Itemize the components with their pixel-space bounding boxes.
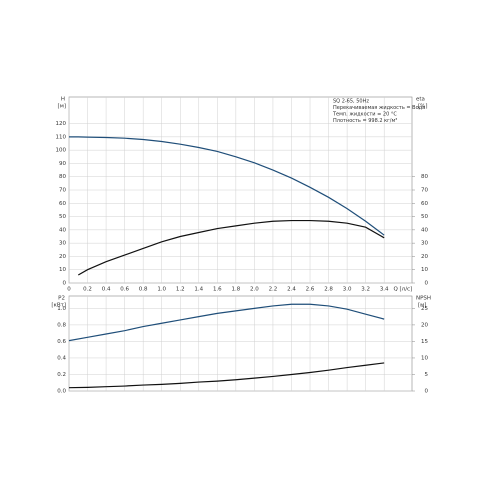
x-tick-label: 0.2 [83, 287, 92, 293]
y2-tick-label: 80 [421, 174, 428, 180]
annotation: Перекачиваемая жидкость = Вода [333, 105, 425, 111]
y2-tick-label: 10 [421, 267, 428, 273]
y2-tick-label: 30 [421, 241, 428, 247]
y-tick-label: 90 [59, 161, 66, 167]
y2-tick-label: 0 [425, 281, 429, 287]
y-tick-label: 0.2 [57, 372, 66, 378]
x-tick-label: 1.6 [213, 287, 222, 293]
y-tick-label: 50 [59, 214, 66, 220]
x-tick-label: 0.6 [120, 287, 129, 293]
y-tick-label: 40 [59, 227, 66, 233]
series-line [77, 219, 385, 276]
y-tick-label: 10 [59, 267, 66, 273]
y2-tick-label: 5 [425, 372, 429, 378]
y2-tick-label: 50 [421, 214, 428, 220]
x-tick-label: 2.2 [269, 287, 278, 293]
x-tick-label: 1.2 [176, 287, 185, 293]
y2-tick-label: 0 [425, 389, 429, 395]
y2-axis-unit: [м] [418, 303, 426, 309]
x-axis-label: Q [л/с] [393, 287, 412, 293]
y-axis-unit: [м] [58, 104, 66, 110]
y2-axis-label: NPSH [416, 296, 431, 302]
y-tick-label: 1.0 [57, 306, 66, 312]
y-tick-label: 0.4 [57, 355, 66, 361]
x-tick-label: 2.0 [250, 287, 259, 293]
y-tick-label: 120 [56, 121, 67, 127]
y2-tick-label: 70 [421, 188, 428, 194]
y2-tick-label: 15 [421, 339, 428, 345]
y-tick-label: 20 [59, 254, 66, 260]
series-line [69, 136, 385, 236]
annotation: Темп. жидкости = 20 °C [332, 112, 397, 118]
y2-tick-label: 20 [421, 322, 428, 328]
x-tick-label: 1.8 [231, 287, 240, 293]
y-axis-label: P2 [58, 296, 65, 302]
series-line [68, 362, 385, 389]
y-tick-label: 70 [59, 188, 66, 194]
y-axis-label: H [61, 97, 65, 103]
y-tick-label: 30 [59, 241, 66, 247]
annotation: SQ 2-65, 50Hz [333, 99, 369, 105]
x-tick-label: 3.2 [361, 287, 370, 293]
y-tick-label: 80 [59, 174, 66, 180]
x-tick-label: 3.4 [380, 287, 389, 293]
y-tick-label: 0.8 [57, 322, 66, 328]
y2-tick-label: 10 [421, 355, 428, 361]
series-line [68, 303, 385, 342]
y2-axis-unit: [%] [418, 104, 428, 110]
y2-tick-label: 25 [421, 306, 428, 312]
y2-tick-label: 40 [421, 227, 428, 233]
x-tick-label: 2.4 [287, 287, 296, 293]
y2-axis-label: eta [416, 97, 425, 103]
y-tick-label: 0.6 [57, 339, 66, 345]
y-tick-label: 0.0 [57, 389, 66, 395]
x-tick-label: 1.0 [157, 287, 166, 293]
x-tick-label: 1.4 [194, 287, 203, 293]
y-axis-unit: [кВт] [51, 303, 66, 309]
x-tick-label: 0.4 [102, 287, 111, 293]
y-tick-label: 100 [56, 148, 67, 154]
annotation: Плотность = 998.2 кг/м³ [333, 118, 397, 124]
y-tick-label: 60 [59, 201, 66, 207]
y2-tick-label: 20 [421, 254, 428, 260]
x-tick-label: 2.8 [324, 287, 333, 293]
y-tick-label: 0 [63, 281, 67, 287]
y-tick-label: 110 [56, 134, 67, 140]
x-tick-label: 2.6 [306, 287, 315, 293]
x-tick-label: 0 [67, 287, 71, 293]
x-tick-label: 0.8 [139, 287, 148, 293]
y2-tick-label: 60 [421, 201, 428, 207]
x-tick-label: 3.0 [343, 287, 352, 293]
